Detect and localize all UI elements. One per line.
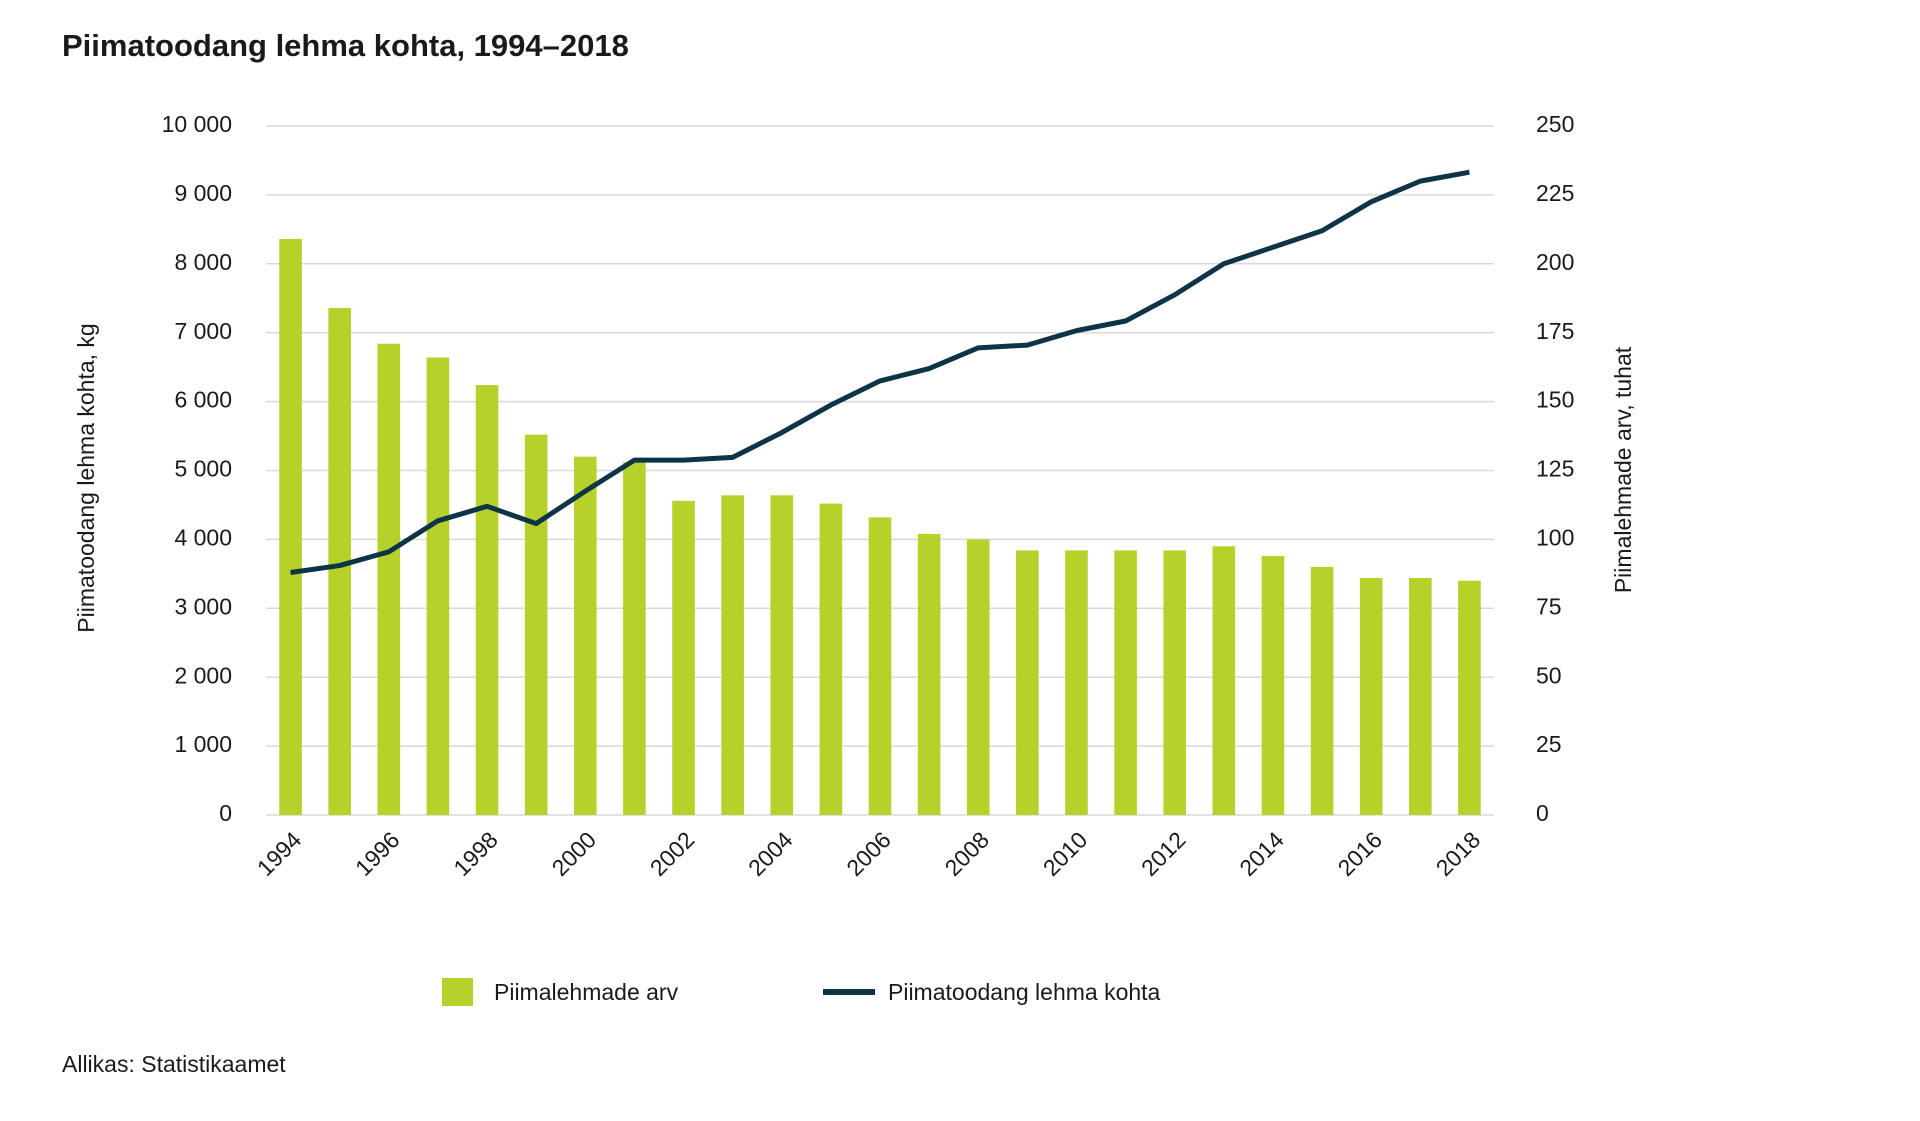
y2-tick-label: 250 <box>1536 111 1574 137</box>
y2-tick-label: 0 <box>1536 800 1549 826</box>
y-axis-label: Piimatoodang lehma kohta, kg <box>73 323 99 632</box>
x-tick-label: 2016 <box>1332 826 1387 881</box>
y2-axis-label: Piimalehmade arv, tuhat <box>1610 346 1636 593</box>
y2-tick-label: 125 <box>1536 456 1574 482</box>
bar <box>917 533 941 815</box>
bar <box>1458 580 1481 815</box>
legend-swatch <box>442 978 473 1006</box>
bar <box>524 434 548 815</box>
y-tick-label: 2 000 <box>174 662 232 688</box>
y2-tick-label: 150 <box>1536 387 1574 413</box>
x-tick-label: 2004 <box>743 826 798 881</box>
x-tick-label: 2002 <box>645 826 700 881</box>
bar <box>1163 550 1187 815</box>
x-tick-label: 2008 <box>940 826 995 881</box>
y-tick-label: 10 000 <box>162 111 232 137</box>
legend-label: Piimatoodang lehma kohta <box>888 979 1161 1005</box>
y-tick-label: 0 <box>219 800 232 826</box>
bar <box>1114 550 1137 815</box>
bar <box>328 307 351 815</box>
bar <box>770 495 794 815</box>
bar <box>1261 555 1285 815</box>
x-tick-label: 1996 <box>350 826 405 881</box>
bar <box>672 500 695 815</box>
x-tick-label: 2000 <box>547 826 602 881</box>
y-tick-label: 1 000 <box>174 731 232 757</box>
y2-tick-label: 100 <box>1536 524 1574 550</box>
bar <box>868 517 892 815</box>
y-tick-label: 8 000 <box>174 249 232 275</box>
x-tick-label: 2018 <box>1431 826 1486 881</box>
line <box>290 169 1470 575</box>
bar <box>1310 566 1334 815</box>
y2-tick-label: 200 <box>1536 249 1574 275</box>
bar <box>1065 550 1088 815</box>
bar <box>721 495 744 815</box>
chart-title: Piimatoodang lehma kohta, 1994–2018 <box>62 28 629 63</box>
bar <box>623 462 646 815</box>
y-tick-label: 7 000 <box>174 318 232 344</box>
x-tick-label: 2012 <box>1136 826 1191 881</box>
y-tick-label: 6 000 <box>174 387 232 413</box>
x-tick-label: 2006 <box>841 826 896 881</box>
x-tick-label: 2010 <box>1038 826 1093 881</box>
bar <box>279 238 302 816</box>
y2-tick-label: 50 <box>1536 662 1562 688</box>
y-tick-label: 3 000 <box>174 593 232 619</box>
bar <box>1212 546 1236 815</box>
x-tick-label: 2014 <box>1234 826 1289 881</box>
bar <box>1359 577 1383 815</box>
bar <box>966 539 990 815</box>
bar <box>377 343 401 815</box>
bar <box>819 503 843 815</box>
y2-tick-label: 175 <box>1536 318 1574 344</box>
x-tick-label: 1994 <box>252 826 307 881</box>
bar <box>426 357 450 815</box>
y2-tick-label: 225 <box>1536 180 1574 206</box>
bar <box>1016 550 1039 815</box>
y2-tick-label: 25 <box>1536 731 1562 757</box>
bar <box>1409 577 1432 815</box>
y-tick-label: 4 000 <box>174 524 232 550</box>
y2-tick-label: 75 <box>1536 593 1562 619</box>
y-tick-label: 9 000 <box>174 180 232 206</box>
y-tick-label: 5 000 <box>174 456 232 482</box>
bar <box>475 385 499 815</box>
source: Allikas: Statistikaamet <box>62 1051 286 1077</box>
bar <box>573 456 597 815</box>
x-tick-label: 1998 <box>448 826 503 881</box>
legend-label: Piimalehmade arv <box>494 979 679 1005</box>
